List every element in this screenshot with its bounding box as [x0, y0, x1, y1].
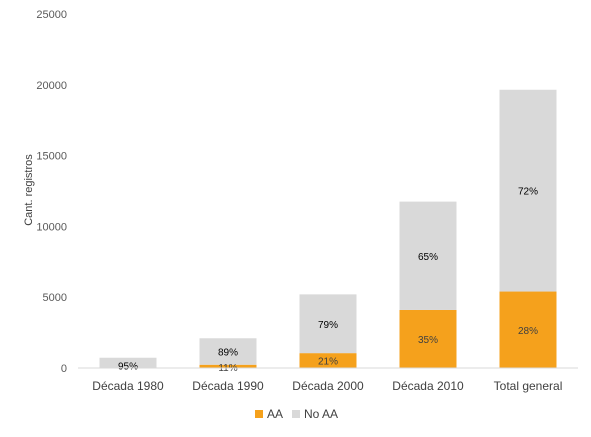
bar-segment-no-aa — [499, 89, 557, 292]
y-axis-label: Cant. registros — [23, 154, 35, 226]
x-category-label: Década 1990 — [192, 379, 264, 393]
legend-label-aa: AA — [267, 407, 283, 421]
legend-swatch-no-aa — [292, 410, 300, 418]
bar-segment-aa — [199, 364, 257, 368]
bar-segment-aa — [499, 291, 557, 368]
bars-group — [99, 89, 557, 368]
y-axis-ticks: 0 5000 10000 15000 20000 25000 — [36, 9, 67, 375]
y-tick-label: 15000 — [36, 151, 67, 163]
y-tick-label: 10000 — [36, 221, 67, 233]
data-label-no-aa: 65% — [418, 252, 438, 263]
bar-segment-no-aa — [99, 357, 157, 368]
x-category-label: Década 1980 — [92, 379, 164, 393]
bar-segment-no-aa — [299, 294, 357, 354]
y-tick-label: 25000 — [36, 9, 67, 21]
legend: AA No AA — [255, 407, 338, 421]
data-label-no-aa: 79% — [318, 320, 338, 331]
data-label-aa: 28% — [518, 326, 538, 337]
legend-label-no-aa: No AA — [304, 407, 338, 421]
y-tick-label: 20000 — [36, 80, 67, 92]
bar-segment-no-aa — [199, 338, 257, 365]
bar-segment-aa — [299, 353, 357, 368]
bar-segment-aa — [399, 309, 457, 368]
y-tick-label: 0 — [61, 363, 67, 375]
legend-swatch-aa — [255, 410, 263, 418]
x-axis-categories: Década 1980 Década 1990 Década 2000 Década … — [92, 379, 562, 393]
data-label-no-aa: 72% — [518, 187, 538, 198]
x-category-label: Década 2000 — [292, 379, 364, 393]
data-label-no-aa: 89% — [218, 348, 238, 359]
y-tick-label: 5000 — [43, 292, 67, 304]
data-label-aa: 35% — [418, 335, 438, 346]
data-label-aa: 21% — [318, 357, 338, 368]
bar-segment-no-aa — [399, 201, 457, 310]
x-category-label: Total general — [494, 379, 563, 393]
data-label-no-aa: 95% — [118, 362, 138, 373]
x-category-label: Década 2010 — [392, 379, 464, 393]
